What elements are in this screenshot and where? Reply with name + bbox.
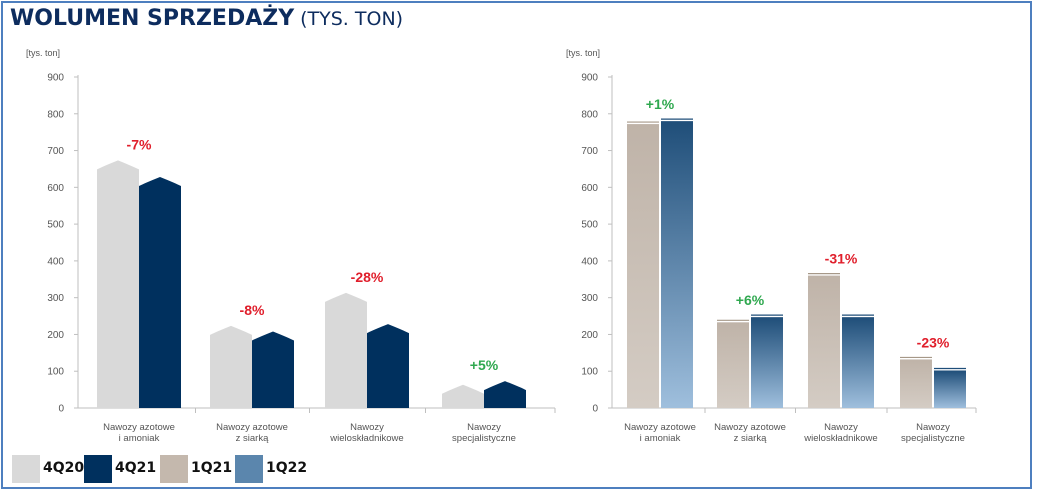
chart-left: [tys. ton] 0 100 200 300 400 500 600 700 800 900 -7… <box>26 48 556 444</box>
bar-1q22-1 <box>661 121 693 408</box>
title-units: (TYS. TON) <box>300 8 404 30</box>
x-category-label: Nawozy <box>824 422 858 433</box>
bar-4q21-2 <box>252 331 294 408</box>
change-label-2: -8% <box>240 302 265 318</box>
y-tick-label: 900 <box>47 73 64 84</box>
bar-4q21-4 <box>484 381 526 408</box>
y-tick-label: 800 <box>581 109 598 120</box>
x-category-label: specjalistyczne <box>901 433 965 444</box>
y-tick-label: 300 <box>47 293 64 304</box>
y-tick-label: 400 <box>581 256 598 267</box>
y-tick-label: 500 <box>581 220 598 231</box>
y-tick-label: 0 <box>58 404 64 415</box>
bar-4q20-3 <box>325 292 367 408</box>
x-category-label: i amoniak <box>119 433 160 444</box>
legend-swatch-1q21 <box>160 455 188 483</box>
bar-1q21-4 <box>900 359 932 408</box>
change-label-1: -7% <box>127 136 152 152</box>
change-label-2: +6% <box>736 292 765 308</box>
legend-swatch-4q20 <box>12 455 40 483</box>
y-tick-label: 400 <box>47 256 64 267</box>
x-category-label: z siarką <box>236 433 269 444</box>
x-category-label: z siarką <box>734 433 767 444</box>
y-tick-label: 500 <box>47 220 64 231</box>
y-tick-label: 0 <box>592 404 598 415</box>
y-tick-label: 600 <box>47 183 64 194</box>
y-tick-label: 100 <box>581 367 598 378</box>
x-category-label: wieloskładnikowe <box>329 433 403 444</box>
chart-right: [tys. ton] 0 100 200 300 400 500 600 700 800 900 +1… <box>566 48 977 444</box>
y-tick-label: 200 <box>581 330 598 341</box>
bar-4q20-1 <box>97 160 139 408</box>
x-category-label: i amoniak <box>640 433 681 444</box>
bar-1q22-2 <box>751 317 783 408</box>
x-category-label: wieloskładnikowe <box>803 433 877 444</box>
y-axis-unit-label: [tys. ton] <box>26 48 60 58</box>
change-label-3: -28% <box>351 269 384 285</box>
change-label-3: -31% <box>825 251 858 267</box>
legend-swatch-4q21 <box>84 455 112 483</box>
title-main: WOLUMEN SPRZEDAŻY <box>10 6 295 31</box>
x-category-label: Nawozy <box>350 422 384 433</box>
legend-label-1q22: 1Q22 <box>266 460 308 476</box>
x-category-label: Nawozy azotowe <box>216 422 288 433</box>
x-category-label: Nawozy azotowe <box>103 422 175 433</box>
y-tick-label: 800 <box>47 109 64 120</box>
bar-1q21-2 <box>717 322 749 408</box>
legend-label-4q21: 4Q21 <box>115 460 157 476</box>
x-category-label: Nawozy azotowe <box>714 422 786 433</box>
x-category-label: Nawozy azotowe <box>624 422 696 433</box>
legend-swatch-1q22 <box>235 455 263 483</box>
bar-1q22-3 <box>842 317 874 408</box>
change-label-4: +5% <box>470 357 499 373</box>
y-tick-label: 700 <box>47 146 64 157</box>
y-tick-label: 200 <box>47 330 64 341</box>
x-category-label: Nawozy <box>467 422 501 433</box>
bar-1q22-4 <box>934 370 966 408</box>
y-tick-label: 300 <box>581 293 598 304</box>
bar-1q21-3 <box>808 275 840 408</box>
bar-4q20-4 <box>442 384 484 408</box>
y-tick-label: 100 <box>47 367 64 378</box>
legend-label-1q21: 1Q21 <box>191 460 233 476</box>
x-category-label: specjalistyczne <box>452 433 516 444</box>
legend-label-4q20: 4Q20 <box>43 460 85 476</box>
y-tick-label: 700 <box>581 146 598 157</box>
y-axis-unit-label: [tys. ton] <box>566 48 600 58</box>
change-label-1: +1% <box>646 96 675 112</box>
x-category-label: Nawozy <box>916 422 950 433</box>
bar-4q20-2 <box>210 325 252 408</box>
page-title: WOLUMEN SPRZEDAŻY (TYS. TON) <box>10 6 403 31</box>
bar-4q21-1 <box>139 176 181 408</box>
bar-4q21-3 <box>367 324 409 408</box>
y-tick-label: 600 <box>581 183 598 194</box>
bar-1q21-1 <box>627 124 659 408</box>
change-label-4: -23% <box>917 334 950 350</box>
y-tick-label: 900 <box>581 73 598 84</box>
